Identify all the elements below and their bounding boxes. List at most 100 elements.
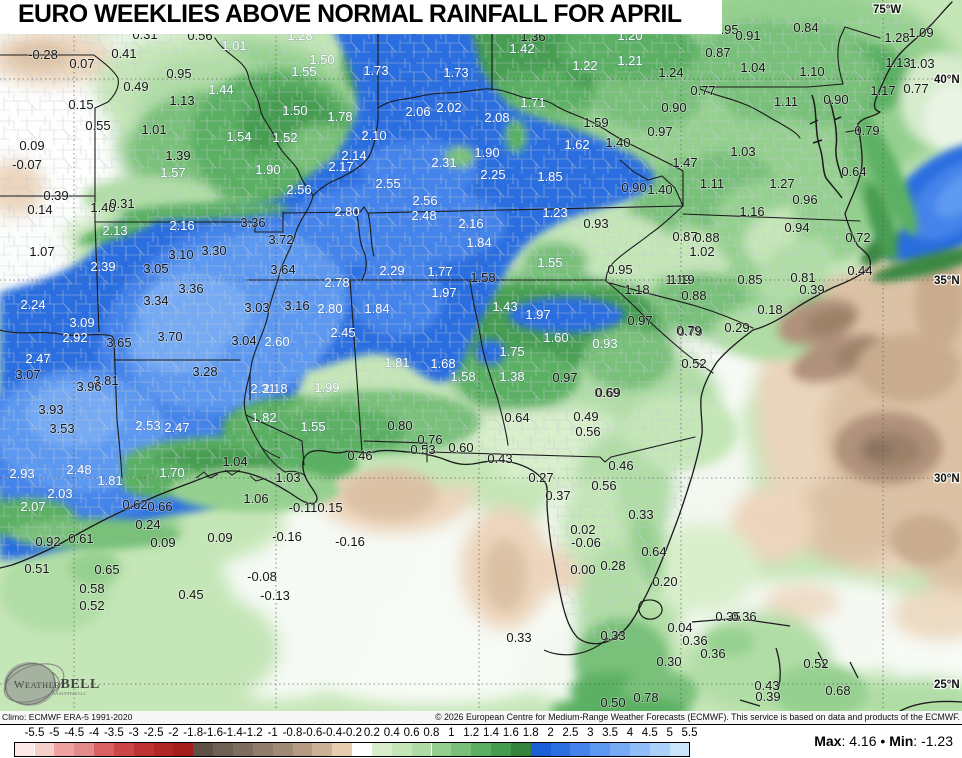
svg-text:0.93: 0.93 (583, 216, 608, 231)
svg-text:3.07: 3.07 (15, 367, 40, 382)
svg-text:3.36: 3.36 (240, 215, 265, 230)
svg-text:1.58: 1.58 (450, 369, 475, 384)
svg-text:1.04: 1.04 (222, 454, 247, 469)
svg-text:1.68: 1.68 (430, 356, 455, 371)
svg-text:1.59: 1.59 (583, 115, 608, 130)
svg-text:1.54: 1.54 (226, 129, 251, 144)
svg-text:2.31: 2.31 (431, 155, 456, 170)
svg-text:0.72: 0.72 (845, 230, 870, 245)
svg-text:1.60: 1.60 (543, 330, 568, 345)
svg-text:0.45: 0.45 (178, 587, 203, 602)
svg-text:0.39: 0.39 (43, 188, 68, 203)
svg-text:3.93: 3.93 (38, 402, 63, 417)
svg-text:3.04: 3.04 (231, 333, 256, 348)
svg-text:2.24: 2.24 (20, 297, 45, 312)
svg-text:0.36: 0.36 (700, 646, 725, 661)
svg-text:0.97: 0.97 (627, 313, 652, 328)
svg-text:2.16: 2.16 (458, 216, 483, 231)
svg-text:0.88: 0.88 (694, 230, 719, 245)
svg-text:2.48: 2.48 (411, 208, 436, 223)
svg-text:2.02: 2.02 (436, 100, 461, 115)
svg-text:0.53: 0.53 (410, 442, 435, 457)
svg-text:1.62: 1.62 (564, 137, 589, 152)
svg-text:1.73: 1.73 (443, 65, 468, 80)
svg-text:1.21: 1.21 (617, 53, 642, 68)
svg-text:0.64: 0.64 (504, 410, 529, 425)
svg-text:-0.16: -0.16 (272, 529, 302, 544)
svg-text:1.13: 1.13 (169, 93, 194, 108)
svg-text:1.38: 1.38 (499, 369, 524, 384)
svg-text:1.11: 1.11 (774, 94, 798, 109)
svg-text:1.16: 1.16 (739, 204, 764, 219)
svg-text:1.28: 1.28 (884, 30, 909, 45)
svg-text:3.36: 3.36 (178, 281, 203, 296)
svg-text:2.93: 2.93 (9, 466, 34, 481)
svg-text:1.52: 1.52 (272, 130, 297, 145)
svg-text:0.36: 0.36 (731, 609, 756, 624)
svg-text:2.48: 2.48 (66, 462, 91, 477)
svg-text:1.97: 1.97 (431, 285, 456, 300)
svg-text:0.39: 0.39 (799, 282, 824, 297)
svg-text:-0.06: -0.06 (571, 535, 601, 550)
svg-text:1.43: 1.43 (492, 299, 517, 314)
svg-text:3.05: 3.05 (143, 261, 168, 276)
svg-text:3.65: 3.65 (106, 335, 131, 350)
svg-text:1.01: 1.01 (141, 122, 166, 137)
svg-text:0.41: 0.41 (111, 46, 136, 61)
svg-text:1.55: 1.55 (291, 64, 316, 79)
svg-text:0.36: 0.36 (682, 633, 707, 648)
svg-text:0.85: 0.85 (737, 272, 762, 287)
svg-text:0.96: 0.96 (792, 192, 817, 207)
svg-text:2.55: 2.55 (375, 176, 400, 191)
svg-text:0.51: 0.51 (24, 561, 49, 576)
svg-text:2.80: 2.80 (317, 301, 342, 316)
svg-text:0.68: 0.68 (825, 683, 850, 698)
svg-text:2.53: 2.53 (135, 418, 160, 433)
svg-text:0.33: 0.33 (628, 507, 653, 522)
svg-text:-0.13: -0.13 (260, 588, 290, 603)
svg-text:0.95: 0.95 (607, 262, 632, 277)
svg-text:ANALYTICS LLC: ANALYTICS LLC (52, 691, 87, 696)
svg-text:0.91: 0.91 (735, 28, 760, 43)
svg-text:3.28: 3.28 (192, 364, 217, 379)
svg-text:3.70: 3.70 (157, 329, 182, 344)
svg-text:2.31: 2.31 (250, 381, 275, 396)
svg-text:-0.08: -0.08 (247, 569, 277, 584)
svg-text:0.64: 0.64 (841, 164, 866, 179)
svg-text:3.03: 3.03 (244, 300, 269, 315)
svg-text:2.80: 2.80 (334, 204, 359, 219)
svg-text:0.04: 0.04 (667, 620, 692, 635)
svg-text:0.46: 0.46 (347, 448, 372, 463)
svg-text:0.37: 0.37 (545, 488, 570, 503)
svg-text:1.04: 1.04 (740, 60, 765, 75)
svg-text:0.33: 0.33 (600, 628, 625, 643)
svg-text:2.13: 2.13 (102, 223, 127, 238)
svg-text:1.70: 1.70 (159, 465, 184, 480)
svg-text:1.77: 1.77 (427, 264, 452, 279)
svg-text:1.55: 1.55 (300, 419, 325, 434)
svg-text:2.10: 2.10 (361, 128, 386, 143)
svg-text:1.71: 1.71 (520, 95, 545, 110)
svg-text:1.90: 1.90 (474, 145, 499, 160)
svg-text:1.40: 1.40 (647, 182, 672, 197)
svg-text:0.43: 0.43 (754, 678, 779, 693)
svg-text:1.99: 1.99 (314, 380, 339, 395)
svg-text:1.19: 1.19 (669, 272, 694, 287)
svg-text:0.69: 0.69 (595, 385, 620, 400)
svg-text:1.57: 1.57 (160, 165, 185, 180)
svg-text:0.65: 0.65 (94, 562, 119, 577)
svg-text:2.92: 2.92 (62, 330, 87, 345)
svg-text:0.90: 0.90 (621, 180, 646, 195)
svg-text:40°N: 40°N (934, 74, 960, 86)
svg-text:1.27: 1.27 (769, 176, 794, 191)
svg-text:1.03: 1.03 (730, 144, 755, 159)
svg-text:3.72: 3.72 (268, 232, 293, 247)
svg-text:25°N: 25°N (934, 679, 960, 691)
svg-text:2.78: 2.78 (324, 275, 349, 290)
svg-text:1.22: 1.22 (572, 58, 597, 73)
svg-text:1.18: 1.18 (624, 282, 649, 297)
svg-text:1.78: 1.78 (327, 109, 352, 124)
svg-text:2.56: 2.56 (412, 193, 437, 208)
svg-text:0.33: 0.33 (506, 630, 531, 645)
svg-text:2.47: 2.47 (164, 420, 189, 435)
